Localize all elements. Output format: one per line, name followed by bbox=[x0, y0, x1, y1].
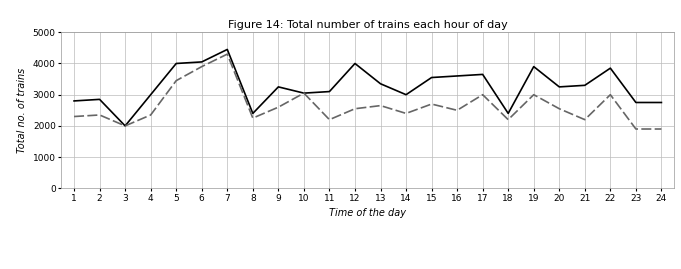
Line: Total no. of trains in 2008: Total no. of trains in 2008 bbox=[74, 49, 661, 126]
Total no. of trains in 2009 bbox=[249, 116, 257, 120]
Total no. of trains in 2009 bbox=[121, 124, 129, 128]
X-axis label: Time of the day: Time of the day bbox=[329, 208, 407, 218]
Total no. of trains in 2008 bbox=[428, 76, 436, 79]
Total no. of trains in 2008 bbox=[274, 85, 283, 89]
Total no. of trains in 2009 bbox=[197, 65, 206, 68]
Total no. of trains in 2008 bbox=[453, 74, 461, 77]
Total no. of trains in 2009 bbox=[581, 118, 589, 121]
Total no. of trains in 2009 bbox=[300, 91, 308, 95]
Total no. of trains in 2008 bbox=[249, 112, 257, 115]
Total no. of trains in 2008 bbox=[402, 93, 410, 96]
Title: Figure 14: Total number of trains each hour of day: Figure 14: Total number of trains each h… bbox=[228, 20, 507, 30]
Total no. of trains in 2009 bbox=[326, 118, 334, 121]
Total no. of trains in 2008 bbox=[172, 62, 180, 65]
Total no. of trains in 2008 bbox=[555, 85, 563, 89]
Total no. of trains in 2008 bbox=[657, 101, 665, 104]
Total no. of trains in 2009 bbox=[632, 128, 640, 131]
Total no. of trains in 2008 bbox=[223, 48, 232, 51]
Total no. of trains in 2009 bbox=[351, 107, 359, 110]
Line: Total no. of trains in 2009: Total no. of trains in 2009 bbox=[74, 54, 661, 129]
Total no. of trains in 2009 bbox=[172, 79, 180, 82]
Total no. of trains in 2008 bbox=[95, 98, 104, 101]
Total no. of trains in 2008 bbox=[121, 124, 129, 128]
Total no. of trains in 2009 bbox=[274, 105, 283, 109]
Total no. of trains in 2008 bbox=[530, 65, 538, 68]
Total no. of trains in 2008 bbox=[504, 112, 512, 115]
Total no. of trains in 2009 bbox=[606, 93, 614, 96]
Total no. of trains in 2008 bbox=[377, 82, 385, 85]
Total no. of trains in 2008 bbox=[70, 99, 78, 102]
Total no. of trains in 2009 bbox=[504, 118, 512, 121]
Total no. of trains in 2008 bbox=[197, 60, 206, 63]
Total no. of trains in 2008 bbox=[351, 62, 359, 65]
Total no. of trains in 2009 bbox=[453, 109, 461, 112]
Total no. of trains in 2009 bbox=[95, 113, 104, 116]
Total no. of trains in 2008 bbox=[300, 91, 308, 95]
Total no. of trains in 2008 bbox=[479, 73, 487, 76]
Total no. of trains in 2009 bbox=[146, 113, 155, 116]
Y-axis label: Total no. of trains: Total no. of trains bbox=[17, 68, 27, 153]
Total no. of trains in 2009 bbox=[530, 93, 538, 96]
Total no. of trains in 2009 bbox=[402, 112, 410, 115]
Total no. of trains in 2009 bbox=[555, 107, 563, 110]
Total no. of trains in 2009 bbox=[479, 93, 487, 96]
Total no. of trains in 2009 bbox=[70, 115, 78, 118]
Total no. of trains in 2008 bbox=[581, 84, 589, 87]
Total no. of trains in 2008 bbox=[326, 90, 334, 93]
Total no. of trains in 2009 bbox=[223, 52, 232, 56]
Total no. of trains in 2009 bbox=[657, 128, 665, 131]
Total no. of trains in 2008 bbox=[632, 101, 640, 104]
Total no. of trains in 2009 bbox=[428, 102, 436, 106]
Total no. of trains in 2008 bbox=[606, 66, 614, 70]
Total no. of trains in 2009 bbox=[377, 104, 385, 107]
Total no. of trains in 2008 bbox=[146, 93, 155, 96]
